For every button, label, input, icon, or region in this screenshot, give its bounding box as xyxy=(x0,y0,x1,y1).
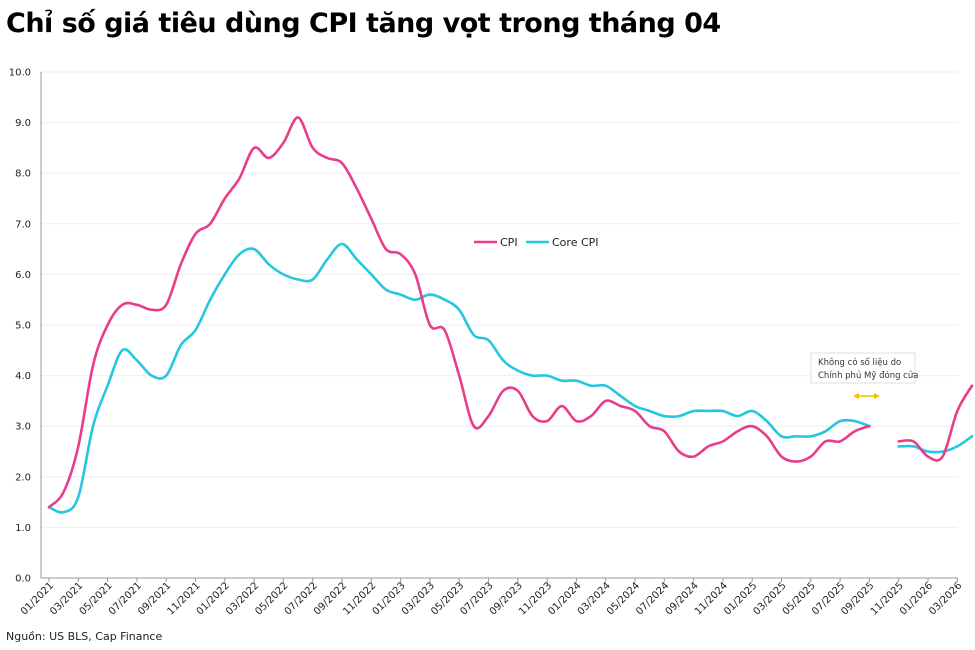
grid-lines xyxy=(41,71,958,528)
y-tick-label: 10.0 xyxy=(9,68,31,79)
series-lines xyxy=(47,116,974,514)
legend-cpi-label: CPI xyxy=(500,236,518,249)
legend-core-label: Core CPI xyxy=(552,236,599,249)
y-tick-label: 9.0 xyxy=(15,118,31,129)
annotation-line-1: Không có số liệu do xyxy=(818,357,901,368)
y-tick-label: 8.0 xyxy=(15,169,31,180)
annotation-box xyxy=(810,352,916,384)
y-tick-label: 0.0 xyxy=(15,574,31,585)
y-axis: 0.0 1.0 2.0 3.0 4.0 5.0 6.0 7.0 8.0 9.0 10.0 xyxy=(9,68,31,585)
gap-annotation: Không có số liệu do Chính phủ Mỹ đóng cử… xyxy=(810,352,918,399)
core-line-segment-1 xyxy=(47,242,871,514)
y-tick-label: 2.0 xyxy=(15,472,31,483)
legend: CPI Core CPI xyxy=(474,236,599,249)
y-tick-label: 3.0 xyxy=(15,422,31,433)
chart-title: Chỉ số giá tiêu dùng CPI tăng vọt trong … xyxy=(6,8,721,39)
y-tick-label: 7.0 xyxy=(15,219,31,230)
annotation-line-2: Chính phủ Mỹ đóng cửa xyxy=(818,370,918,381)
y-tick-label: 5.0 xyxy=(15,321,31,332)
core-line-segment-2 xyxy=(897,435,974,454)
cpi-line-segment-2 xyxy=(897,384,974,462)
y-tick-label: 6.0 xyxy=(15,270,31,281)
y-tick-label: 4.0 xyxy=(15,371,31,382)
cpi-line-segment-1 xyxy=(47,116,871,509)
source-note: Nguồn: US BLS, Cap Finance xyxy=(6,630,163,643)
y-tick-label: 1.0 xyxy=(15,523,31,534)
double-arrow-icon xyxy=(853,393,880,399)
